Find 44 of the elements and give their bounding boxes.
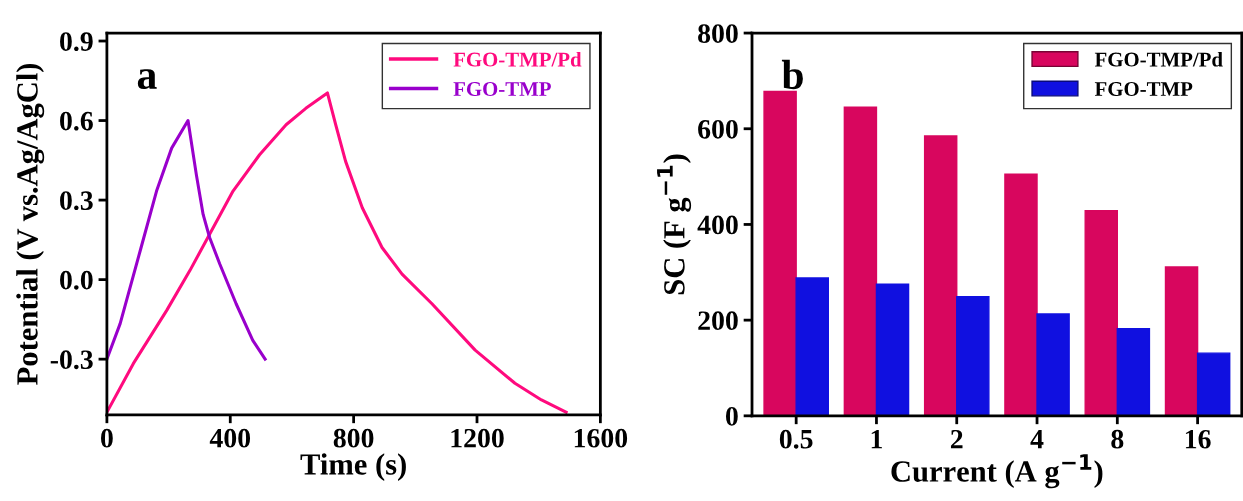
y-tick-label: 400 bbox=[697, 215, 738, 235]
x-tick-label: 1600 bbox=[574, 428, 628, 448]
bar bbox=[1116, 328, 1151, 416]
legend-label: FGO-TMP bbox=[453, 82, 551, 97]
bar bbox=[843, 106, 878, 416]
x-tick-label: 4 bbox=[1030, 430, 1044, 449]
x-tick-label: 1 bbox=[871, 429, 882, 449]
y-tick-label: 200 bbox=[698, 311, 738, 331]
bar bbox=[1196, 352, 1231, 416]
legend-label: FGO-TMP/Pd bbox=[1094, 51, 1223, 67]
y-tick-label: 0.3 bbox=[60, 191, 93, 211]
legend-label: FGO-TMP bbox=[1094, 82, 1193, 97]
bar bbox=[1036, 313, 1070, 416]
y-tick-label: 0 bbox=[725, 407, 738, 426]
line-series bbox=[106, 119, 267, 361]
x-tick-label: 0.5 bbox=[779, 429, 813, 449]
annotation: b bbox=[781, 59, 803, 90]
y-axis-title: Potential (V vs.Ag/AgCl) bbox=[16, 63, 45, 385]
bar bbox=[1164, 266, 1199, 416]
bar bbox=[1004, 173, 1038, 416]
y-axis-title: SC (F g$^{−1}$) bbox=[657, 154, 692, 295]
x-axis-title: Current (A g$^{−1}$) bbox=[891, 454, 1103, 489]
x-tick-label: 8 bbox=[1111, 429, 1124, 449]
bar bbox=[956, 295, 990, 416]
y-tick-label: 800 bbox=[698, 24, 738, 43]
bar bbox=[1084, 209, 1119, 416]
bar bbox=[763, 90, 797, 416]
x-tick-label: 1200 bbox=[451, 428, 504, 448]
bar bbox=[875, 283, 910, 416]
x-axis-title: Time (s) bbox=[300, 453, 406, 481]
y-tick-label: 0.0 bbox=[60, 270, 93, 290]
bar bbox=[795, 277, 829, 416]
y-tick-label: 600 bbox=[698, 119, 738, 139]
x-tick-label: 0 bbox=[101, 428, 113, 448]
y-tick-label: 0.9 bbox=[60, 32, 93, 52]
x-tick-label: 800 bbox=[333, 428, 374, 448]
bar bbox=[923, 135, 958, 416]
y-tick-label: 0.6 bbox=[60, 111, 93, 131]
x-tick-label: 16 bbox=[1185, 429, 1211, 449]
legend-label: FGO-TMP/Pd bbox=[453, 51, 582, 67]
annotation: a bbox=[137, 69, 157, 90]
y-tick-label: -0.3 bbox=[50, 350, 93, 370]
x-tick-label: 2 bbox=[950, 429, 963, 449]
x-tick-label: 400 bbox=[209, 428, 251, 448]
